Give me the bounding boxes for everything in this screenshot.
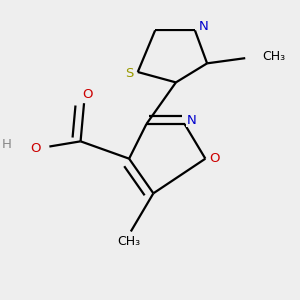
Text: S: S	[125, 67, 133, 80]
Text: N: N	[199, 20, 208, 33]
Text: N: N	[187, 114, 196, 127]
Text: O: O	[209, 152, 219, 165]
Text: CH₃: CH₃	[118, 236, 141, 248]
Text: H: H	[2, 138, 11, 151]
Text: O: O	[82, 88, 93, 101]
Text: O: O	[30, 142, 41, 155]
Text: CH₃: CH₃	[262, 50, 286, 63]
